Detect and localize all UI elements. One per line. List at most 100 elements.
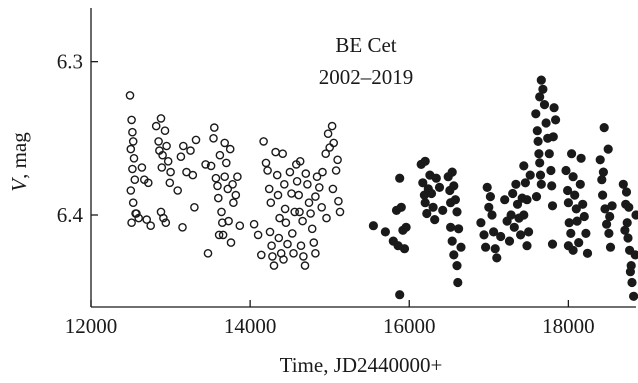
data-point-open: [143, 178, 153, 188]
data-point-open: [279, 255, 288, 264]
data-point-filled: [605, 242, 616, 252]
data-point-filled: [546, 165, 556, 176]
data-point-filled: [426, 188, 437, 199]
data-point-filled: [452, 260, 462, 271]
data-point-open: [290, 207, 300, 217]
data-point-filled: [548, 132, 558, 142]
data-point-open: [163, 156, 173, 166]
data-point-filled: [544, 149, 554, 159]
data-point-open: [156, 114, 166, 123]
data-point-open: [292, 176, 302, 186]
data-point-open: [279, 179, 289, 189]
data-point-filled: [563, 198, 574, 208]
y-axis-label-variable: V: [7, 177, 31, 192]
data-point-open: [146, 221, 155, 230]
data-point-open: [126, 144, 136, 154]
data-point-open: [223, 184, 233, 194]
data-point-open: [314, 183, 324, 192]
data-point-open: [268, 252, 277, 261]
data-point-open: [190, 202, 199, 212]
data-point-open: [278, 149, 288, 158]
data-point-open: [178, 222, 187, 232]
data-point-open: [300, 261, 310, 270]
data-point-open: [211, 173, 221, 183]
data-point-filled: [422, 208, 432, 219]
data-point-open: [301, 169, 311, 178]
y-tick-label: 6.4: [57, 203, 84, 227]
data-point-open: [203, 248, 213, 258]
data-point-open: [214, 230, 224, 240]
data-point-open: [274, 233, 284, 243]
data-point-open: [130, 175, 140, 184]
data-point-filled: [532, 126, 542, 136]
data-point-filled: [561, 165, 571, 176]
data-point-open: [151, 121, 161, 131]
data-point-open: [128, 127, 137, 137]
data-point-open: [137, 163, 147, 172]
data-point-filled: [539, 100, 550, 110]
data-point-open: [272, 170, 282, 180]
data-point-filled: [622, 218, 632, 228]
data-point-open: [296, 241, 306, 250]
data-point-filled: [396, 202, 406, 212]
data-point-open: [304, 198, 314, 207]
data-point-filled: [476, 218, 486, 228]
data-point-open: [218, 230, 228, 240]
data-point-open: [206, 161, 216, 171]
data-point-open: [127, 218, 136, 227]
data-point-open: [213, 181, 222, 191]
data-point-open: [325, 143, 335, 152]
data-point-open: [186, 146, 195, 155]
data-point-filled: [597, 190, 608, 200]
data-point-open: [321, 149, 331, 158]
x-tick-label: 14000: [224, 314, 277, 338]
data-point-open: [333, 155, 342, 165]
data-point-open: [249, 219, 259, 229]
data-point-open: [273, 190, 283, 200]
data-point-filled: [479, 230, 489, 240]
y-axis-label-unit: , mag: [7, 132, 31, 179]
data-point-filled: [598, 167, 609, 177]
data-point-open: [265, 227, 275, 237]
data-point-open: [224, 216, 233, 226]
data-point-open: [229, 198, 238, 207]
data-point-open: [327, 121, 337, 131]
data-point-filled: [511, 179, 521, 189]
data-point-open: [287, 229, 297, 238]
data-point-open: [176, 152, 186, 161]
data-point-filled: [519, 161, 529, 171]
data-point-filled: [430, 215, 440, 225]
data-point-open: [256, 250, 266, 260]
x-axis-label: Time, JD2440000+: [280, 353, 443, 377]
data-point-open: [295, 207, 304, 217]
data-point-open: [209, 123, 219, 132]
data-point-filled: [531, 192, 542, 202]
data-point-open: [323, 129, 333, 138]
data-point-open: [275, 213, 284, 223]
data-point-open: [295, 156, 305, 166]
data-point-filled: [607, 201, 617, 211]
data-point-open: [299, 252, 308, 261]
data-point-filled: [579, 211, 589, 222]
y-ticks: 6.3 6.4: [57, 50, 98, 227]
x-tick-label: 18000: [542, 314, 595, 338]
data-point-filled: [572, 216, 582, 226]
data-point-filled: [509, 222, 519, 232]
data-point-filled: [571, 204, 581, 214]
data-point-filled: [393, 241, 403, 251]
data-point-filled: [629, 291, 638, 301]
data-point-open: [311, 192, 320, 201]
data-point-open: [220, 172, 229, 181]
data-point-open: [154, 137, 163, 146]
data-point-open: [231, 190, 241, 200]
data-point-filled: [428, 202, 438, 212]
data-point-open: [126, 186, 136, 195]
data-point-filled: [535, 170, 546, 180]
data-point-open: [201, 160, 210, 169]
data-point-filled: [438, 205, 448, 215]
data-point-open: [235, 221, 245, 230]
data-point-filled: [618, 179, 628, 189]
data-point-filled: [531, 109, 541, 119]
y-tick-label: 6.3: [57, 50, 83, 74]
